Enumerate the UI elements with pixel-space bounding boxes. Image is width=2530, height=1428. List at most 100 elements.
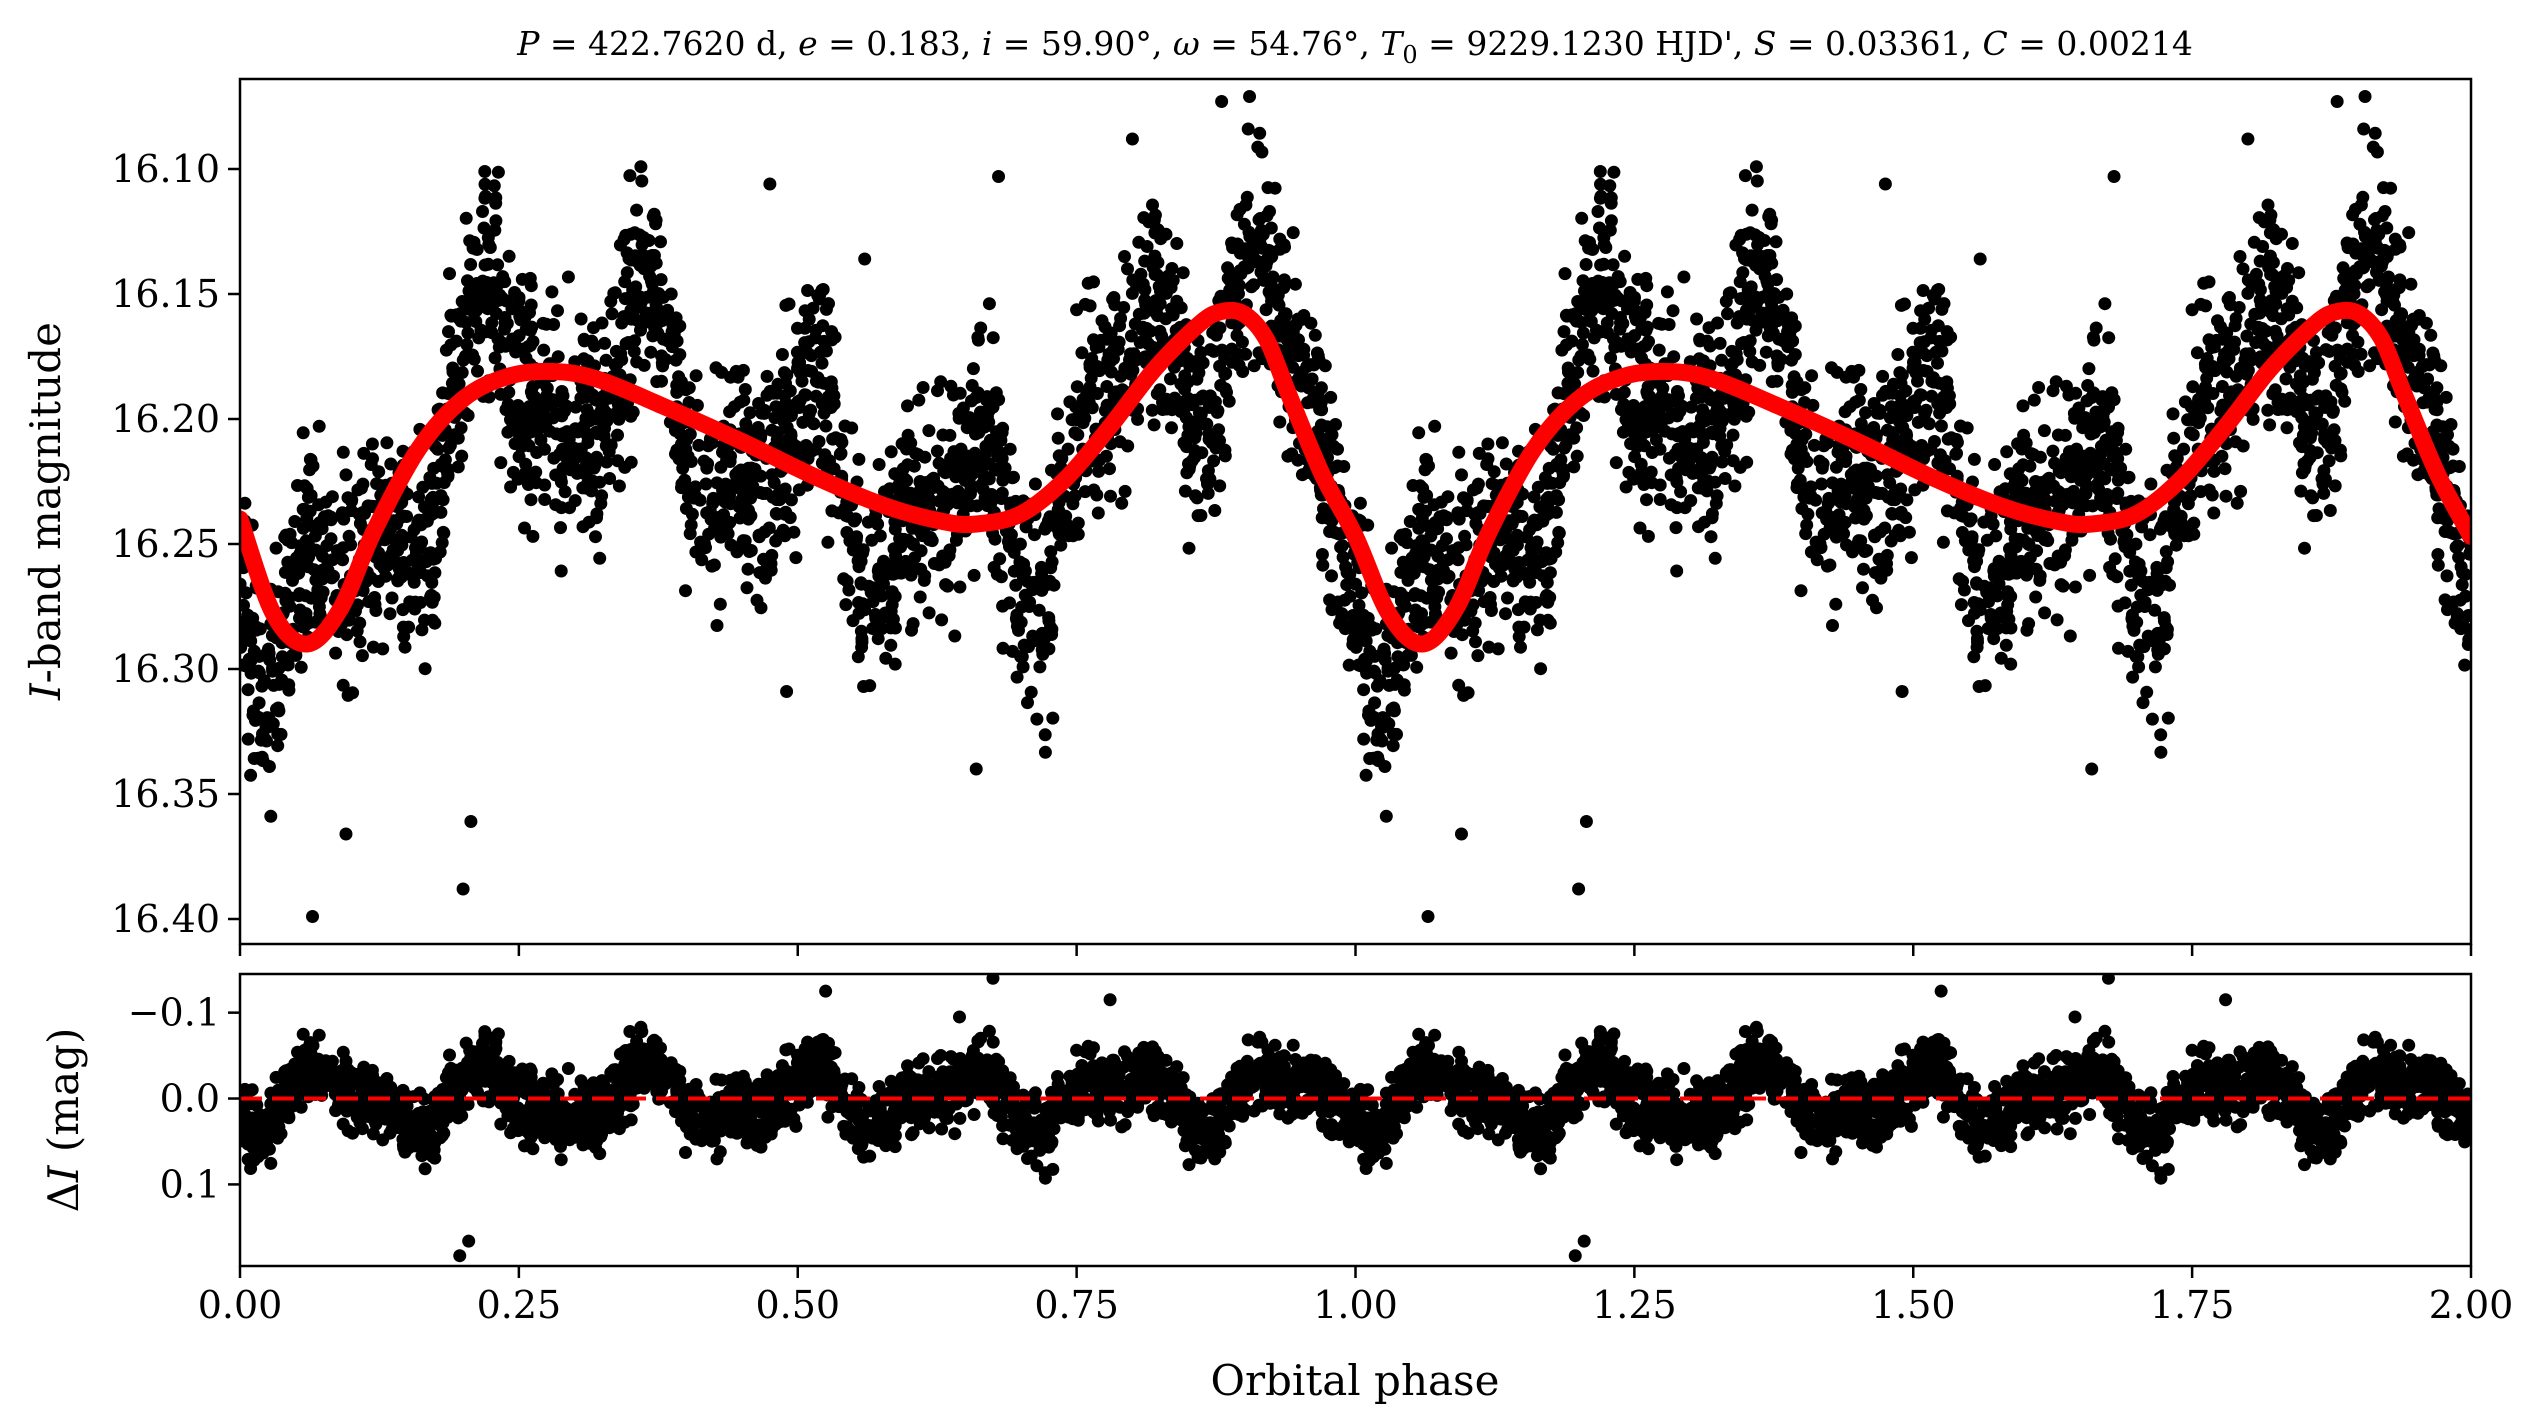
data-point: [1325, 603, 1339, 617]
data-point: [537, 343, 551, 357]
data-point: [1255, 145, 1269, 159]
data-point: [1292, 349, 1305, 363]
data-point: [592, 425, 606, 439]
data-point: [511, 472, 525, 486]
data-point: [2356, 190, 2370, 204]
data-point: [2065, 533, 2079, 547]
data-point: [863, 679, 877, 693]
data-point: [2232, 301, 2246, 314]
data-point: [2283, 360, 2297, 374]
data-point: [966, 362, 980, 376]
data-point: [2190, 346, 2204, 360]
data-point: [2079, 484, 2093, 497]
data-point: [1820, 512, 1834, 526]
data-point: [825, 381, 839, 395]
data-point: [1028, 477, 1042, 491]
data-point: [1254, 223, 1268, 237]
data-point: [2161, 555, 2175, 569]
data-point: [1422, 459, 1435, 473]
data-point: [838, 419, 852, 433]
data-point: [828, 330, 842, 344]
data-point: [553, 395, 567, 408]
data-point: [1530, 518, 1544, 532]
data-point: [2380, 221, 2394, 235]
data-point: [2096, 410, 2110, 424]
data-point: [1652, 343, 1666, 357]
data-point: [1730, 316, 1744, 330]
y-tick-label: 16.10: [111, 147, 220, 191]
data-point: [345, 494, 358, 508]
data-point: [2322, 454, 2336, 468]
data-point: [2177, 442, 2191, 456]
data-point: [1665, 427, 1679, 441]
data-point: [2154, 745, 2168, 759]
data-point: [1886, 433, 1900, 447]
data-point: [1849, 511, 1862, 525]
data-point: [2017, 533, 2031, 547]
data-point: [872, 584, 886, 598]
data-point: [714, 460, 728, 474]
data-point: [1715, 353, 1729, 367]
data-point: [1954, 598, 1968, 612]
data-point: [1726, 454, 1740, 468]
data-point: [2252, 211, 2266, 225]
data-point: [1316, 558, 1330, 572]
data-point: [1829, 597, 1843, 611]
data-point: [2269, 284, 2283, 298]
data-point: [2020, 568, 2034, 582]
data-point: [1499, 607, 1512, 621]
data-point: [1273, 242, 1287, 256]
data-point: [1016, 571, 1030, 585]
data-point: [1660, 285, 1674, 299]
data-point: [916, 381, 930, 394]
data-point: [1213, 479, 1227, 493]
data-point: [1003, 442, 1017, 456]
data-point: [1994, 606, 2008, 620]
data-point: [469, 315, 483, 328]
data-point: [2234, 484, 2248, 498]
data-point: [770, 493, 784, 507]
data-point: [822, 297, 835, 311]
data-point: [398, 640, 412, 654]
data-point: [753, 486, 767, 499]
data-point: [869, 611, 883, 625]
data-point: [1023, 595, 1037, 609]
data-point: [1075, 346, 1089, 360]
data-point: [2446, 459, 2460, 473]
data-point: [1236, 365, 1250, 378]
data-point: [2266, 268, 2280, 282]
data-point: [478, 165, 492, 178]
data-point: [1552, 493, 1566, 507]
data-point: [1634, 457, 1648, 471]
data-point: [2424, 328, 2438, 342]
data-point: [1623, 411, 1637, 425]
data-point: [782, 297, 796, 311]
data-point: [1379, 809, 1393, 823]
data-point: [1205, 398, 1219, 412]
data-point: [872, 458, 886, 471]
data-point: [1033, 660, 1047, 674]
data-point: [1866, 593, 1879, 607]
data-point: [1198, 417, 1212, 431]
data-point: [1750, 174, 1764, 188]
data-point: [1487, 546, 1501, 560]
data-point: [524, 338, 537, 352]
data-point: [478, 258, 492, 272]
data-point: [948, 629, 962, 643]
data-point: [2372, 273, 2386, 287]
data-point: [630, 254, 644, 268]
outlier-point: [2330, 95, 2344, 108]
data-point: [1204, 343, 1217, 357]
data-point: [1543, 566, 1557, 580]
data-point: [1693, 332, 1707, 346]
data-point: [300, 481, 314, 495]
data-point: [688, 480, 702, 494]
data-point: [1113, 319, 1127, 333]
y-tick-label: 16.25: [111, 522, 220, 566]
data-point: [372, 546, 386, 560]
data-point: [1273, 415, 1287, 429]
data-point: [655, 356, 669, 370]
data-point: [1653, 493, 1667, 506]
data-point: [1593, 221, 1606, 235]
data-point: [801, 284, 815, 297]
